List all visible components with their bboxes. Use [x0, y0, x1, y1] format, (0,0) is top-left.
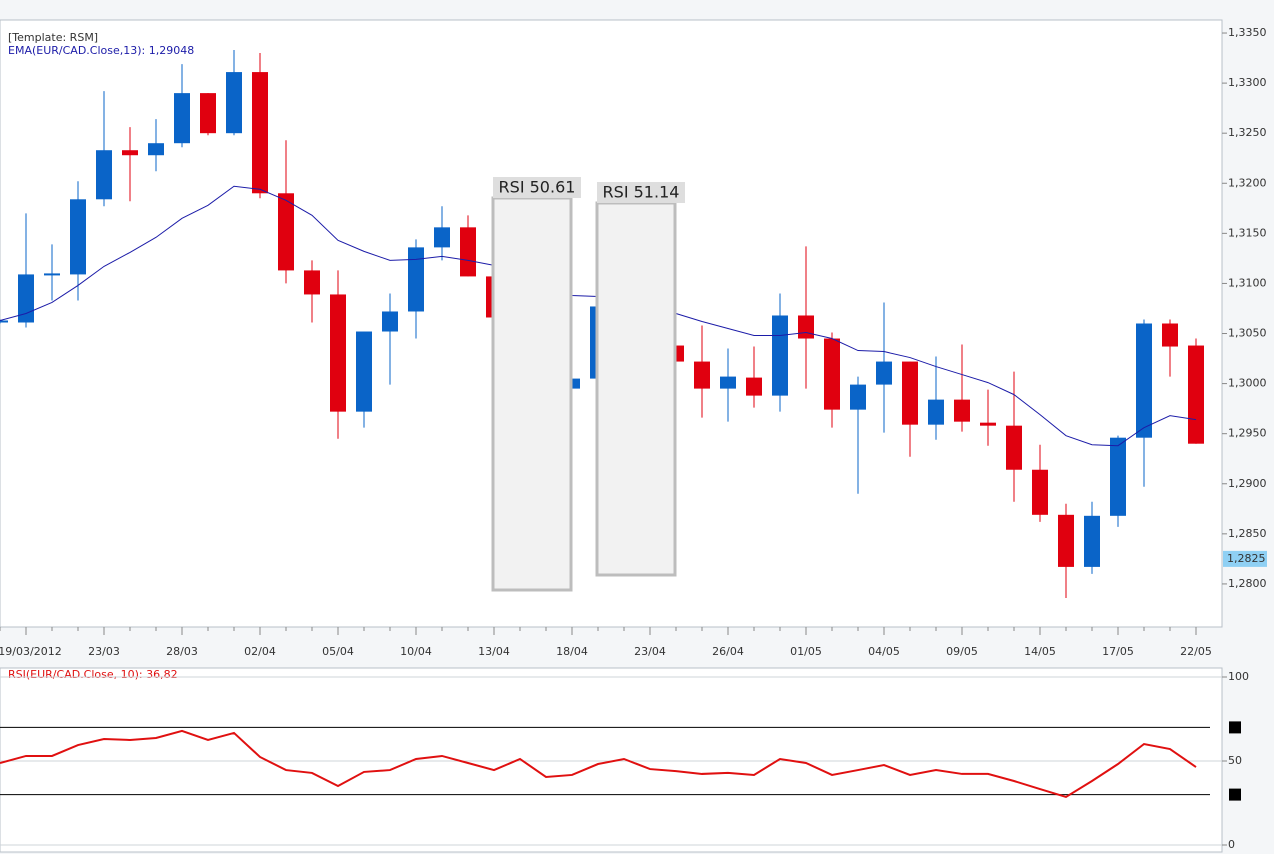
- ema-legend: EMA(EUR/CAD.Close,13): 1,29048: [8, 44, 194, 57]
- x-tick-label: 23/03: [88, 645, 120, 658]
- candle-body: [226, 72, 242, 134]
- x-tick-label: 28/03: [166, 645, 198, 658]
- last-price-tag: [1223, 550, 1267, 567]
- y-tick-label: 1,3100: [1228, 276, 1267, 289]
- y-tick-label: 1,3150: [1228, 226, 1267, 239]
- x-tick-label: 18/04: [556, 645, 588, 658]
- x-tick-label: 22/05: [1180, 645, 1212, 658]
- candle-body: [720, 376, 736, 389]
- candle-body: [1032, 469, 1048, 515]
- y-tick-label: 1,2950: [1228, 427, 1267, 440]
- x-tick-label: 23/04: [634, 645, 666, 658]
- candle-body: [252, 72, 268, 194]
- x-tick-label: 05/04: [322, 645, 354, 658]
- last-price-label: 1,2825: [1227, 552, 1266, 565]
- annotations: RSI 50.61 RSI 51.14: [491, 177, 685, 592]
- candle-body: [174, 93, 190, 144]
- candle-body: [330, 294, 346, 412]
- candle-body: [876, 361, 892, 385]
- x-tick-label: 10/04: [400, 645, 432, 658]
- candle-body: [304, 270, 320, 295]
- candle-body: [0, 320, 8, 323]
- candle-body: [200, 93, 216, 134]
- y-tick-label: 1,2900: [1228, 477, 1267, 490]
- y-tick-label: 1,3300: [1228, 76, 1267, 89]
- candle-body: [18, 274, 34, 323]
- level-marker: [1229, 788, 1241, 801]
- candle-body: [356, 331, 372, 412]
- level-marker: [1229, 721, 1241, 734]
- candle-body: [1162, 323, 1178, 347]
- y-tick-label: 1,3050: [1228, 327, 1267, 340]
- annotation-box: [595, 201, 677, 577]
- y-tick-label: 1,3200: [1228, 176, 1267, 189]
- y-tick-label: 0: [1228, 838, 1235, 851]
- candle-body: [460, 227, 476, 277]
- candle-body: [44, 273, 60, 276]
- candle-body: [122, 150, 138, 156]
- candle-body: [798, 315, 814, 339]
- candle-body: [70, 199, 86, 275]
- candle-body: [1006, 425, 1022, 470]
- x-tick-label: 09/05: [946, 645, 978, 658]
- y-tick-label: 100: [1228, 670, 1249, 683]
- candle-body: [1084, 515, 1100, 567]
- rsi-legend: RSI(EUR/CAD.Close, 10): 36,82: [8, 668, 178, 681]
- rsi-line: [0, 729, 1197, 799]
- annotation-label-bg: [493, 177, 581, 198]
- candle-body: [408, 247, 424, 312]
- y-tick-label: 1,3000: [1228, 377, 1267, 390]
- candle-body: [1058, 514, 1074, 567]
- annotation-box: [491, 196, 573, 592]
- candle-body: [902, 361, 918, 425]
- candle-body: [148, 143, 164, 156]
- y-tick-label: 1,2850: [1228, 527, 1267, 540]
- candle-body: [954, 399, 970, 422]
- x-tick-label: 19/03/2012: [0, 645, 62, 658]
- candle-body: [694, 361, 710, 389]
- candle-body: [850, 384, 866, 410]
- candle-body: [746, 377, 762, 396]
- candle-body: [824, 338, 840, 410]
- candle-body: [434, 227, 450, 248]
- candle-body: [1136, 323, 1152, 438]
- x-tick-label: 02/04: [244, 645, 276, 658]
- x-tick-label: 26/04: [712, 645, 744, 658]
- rsi-panel: [0, 667, 1223, 853]
- x-tick-label: 13/04: [478, 645, 510, 658]
- y-tick-label: 1,2800: [1228, 577, 1267, 590]
- y-tick-label: 1,3250: [1228, 126, 1267, 139]
- x-tick-label: 17/05: [1102, 645, 1134, 658]
- annotation: RSI 51.14: [603, 183, 680, 202]
- candle-body: [1188, 345, 1204, 444]
- candle-body: [96, 150, 112, 200]
- candle-body: [382, 311, 398, 332]
- candle-body: [1110, 437, 1126, 516]
- annotation-label-bg: [597, 182, 685, 203]
- y-tick-label: 1,3350: [1228, 26, 1267, 39]
- candle-body: [278, 193, 294, 271]
- x-tick-label: 14/05: [1024, 645, 1056, 658]
- candle-body: [928, 399, 944, 425]
- x-tick-label: 01/05: [790, 645, 822, 658]
- y-tick-label: 50: [1228, 754, 1242, 767]
- x-tick-label: 04/05: [868, 645, 900, 658]
- annotation: RSI 50.61: [499, 178, 576, 197]
- template-label: [Template: RSM]: [8, 31, 98, 44]
- candle-body: [980, 422, 996, 426]
- candle-body: [772, 315, 788, 396]
